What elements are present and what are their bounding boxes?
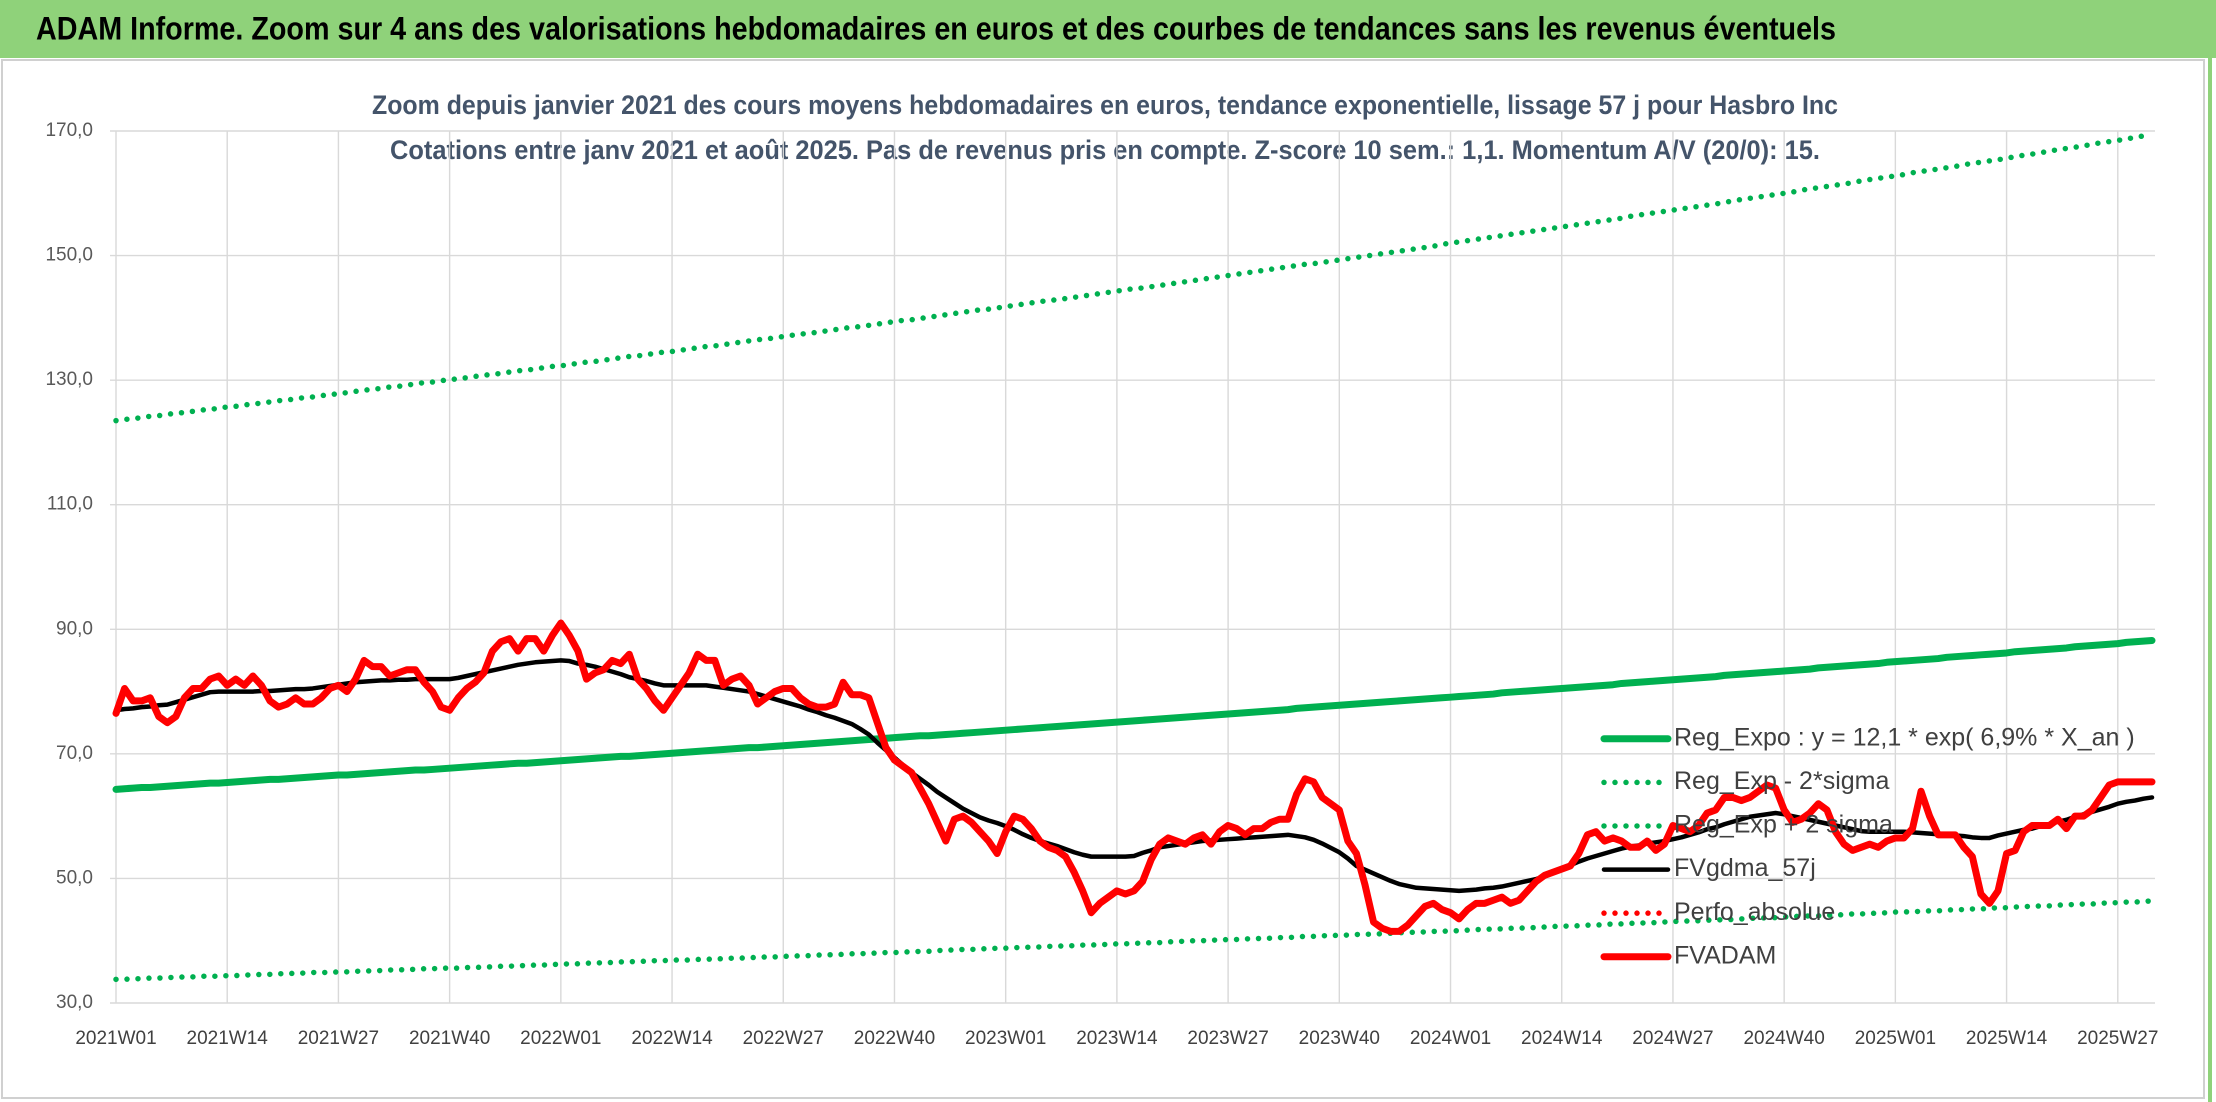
chart-frame xyxy=(1,59,2205,1099)
y-tick-label: 150,0 xyxy=(45,245,93,266)
chart-title: Zoom depuis janvier 2021 des cours moyen… xyxy=(372,90,1838,120)
x-tick-label: 2023W27 xyxy=(1187,1028,1268,1049)
x-tick-label: 2025W14 xyxy=(1966,1028,2048,1049)
x-tick-label: 2024W01 xyxy=(1410,1028,1491,1049)
series-line xyxy=(112,619,2156,935)
legend-label: Perfo_absolue xyxy=(1674,898,1835,926)
legend-label: Reg_Exp - 2*sigma xyxy=(1674,767,1889,795)
x-tick-label: 2021W01 xyxy=(75,1028,156,1049)
x-tick-label: 2023W40 xyxy=(1299,1028,1380,1049)
y-tick-label: 170,0 xyxy=(45,120,93,141)
series-line xyxy=(113,658,2155,894)
x-tick-label: 2024W40 xyxy=(1743,1028,1824,1049)
x-tick-label: 2022W14 xyxy=(631,1028,713,1049)
x-tick-label: 2022W40 xyxy=(854,1028,935,1049)
x-tick-label: 2021W14 xyxy=(187,1028,269,1049)
header-title: ADAM Informe. Zoom sur 4 ans des valoris… xyxy=(36,10,1836,46)
header-bar xyxy=(0,0,2216,58)
x-tick-label: 2023W01 xyxy=(965,1028,1046,1049)
series-line xyxy=(112,637,2156,793)
y-tick-label: 30,0 xyxy=(56,992,93,1013)
legend-label: FVgdma_57j xyxy=(1674,854,1816,882)
x-tick-label: 2023W14 xyxy=(1076,1028,1158,1049)
series-line xyxy=(113,898,2155,983)
y-tick-label: 70,0 xyxy=(56,743,93,764)
x-tick-label: 2022W27 xyxy=(743,1028,824,1049)
x-tick-label: 2024W27 xyxy=(1632,1028,1713,1049)
chart-subtitle: Cotations entre janv 2021 et août 2025. … xyxy=(390,135,1820,165)
legend-label: Reg_Expo : y = 12,1 * exp( 6,9% * X_an ) xyxy=(1674,723,2135,751)
series-line xyxy=(113,131,2155,424)
x-tick-label: 2021W40 xyxy=(409,1028,490,1049)
legend-label: FVADAM xyxy=(1674,941,1776,969)
x-tick-label: 2024W14 xyxy=(1521,1028,1603,1049)
x-tick-label: 2022W01 xyxy=(520,1028,601,1049)
y-tick-label: 50,0 xyxy=(56,867,93,888)
legend-label: Reg_Exp + 2 sigma xyxy=(1674,811,1893,839)
y-tick-label: 130,0 xyxy=(45,369,93,390)
y-tick-label: 110,0 xyxy=(47,494,93,515)
x-tick-label: 2025W27 xyxy=(2077,1028,2158,1049)
x-tick-label: 2025W01 xyxy=(1855,1028,1936,1049)
x-tick-label: 2021W27 xyxy=(298,1028,379,1049)
y-tick-label: 90,0 xyxy=(56,618,93,639)
